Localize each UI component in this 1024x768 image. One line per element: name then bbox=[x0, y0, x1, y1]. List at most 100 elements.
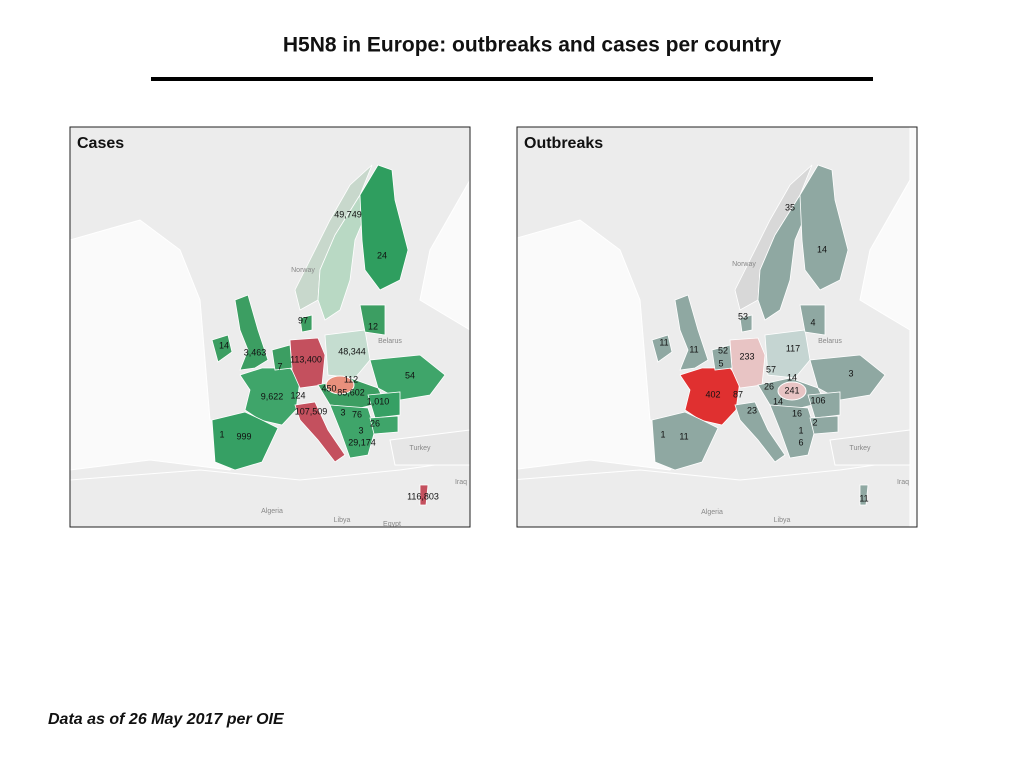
country-value: 5 bbox=[718, 358, 723, 368]
country-value: 35 bbox=[785, 202, 795, 212]
country-value: 14 bbox=[219, 340, 229, 350]
country bbox=[419, 484, 429, 506]
country-value: 124 bbox=[290, 390, 305, 400]
basemap-label: Belarus bbox=[818, 338, 842, 345]
country bbox=[807, 391, 841, 419]
map-panel: NorwayBelarusTurkeyAlgeriaLibyaIraq35145… bbox=[517, 127, 917, 527]
country bbox=[325, 375, 355, 395]
title-rule bbox=[151, 77, 873, 81]
country-value: 1 bbox=[798, 425, 803, 435]
country bbox=[294, 401, 346, 463]
country-value: 999 bbox=[236, 431, 251, 441]
country bbox=[777, 381, 807, 401]
country-value: 9,622 bbox=[261, 391, 284, 401]
country-value: 233 bbox=[739, 351, 754, 361]
country-value: 52 bbox=[718, 345, 728, 355]
country-value: 26 bbox=[370, 418, 380, 428]
map-title: Outbreaks bbox=[524, 135, 603, 152]
country-value: 14 bbox=[817, 244, 827, 254]
map-frame bbox=[516, 126, 918, 528]
country bbox=[764, 329, 811, 379]
country bbox=[211, 334, 233, 363]
country-value: 97 bbox=[298, 315, 308, 325]
country bbox=[651, 411, 719, 471]
country-value: 117 bbox=[786, 343, 800, 353]
basemap-label: Algeria bbox=[261, 508, 283, 515]
map-panel: Norway Belarus Turkey Algeria Libya Egypt Iraq… bbox=[70, 127, 470, 528]
country-value: 1 bbox=[660, 429, 665, 439]
country-value: 29,174 bbox=[348, 437, 376, 447]
country-value: 2 bbox=[812, 417, 817, 427]
country-value: 16 bbox=[792, 408, 802, 418]
country-value: 1,010 bbox=[367, 396, 390, 406]
country-value: 3 bbox=[848, 368, 853, 378]
basemap-label: Belarus bbox=[378, 338, 402, 345]
land bbox=[829, 429, 911, 466]
country bbox=[359, 164, 409, 291]
country-value: 11 bbox=[859, 493, 868, 503]
basemap-label: Norway bbox=[732, 261, 756, 268]
country bbox=[367, 391, 401, 419]
country-value: 11 bbox=[659, 337, 668, 347]
country-value: 7 bbox=[277, 361, 282, 371]
country bbox=[271, 344, 293, 371]
basemap-label: Turkey bbox=[849, 445, 871, 452]
country bbox=[299, 314, 313, 333]
country-value: 3,463 bbox=[244, 347, 267, 357]
country-value: 3 bbox=[358, 425, 363, 435]
country-value: 1 bbox=[219, 429, 224, 439]
country-value: 23 bbox=[747, 405, 757, 415]
basemap-label: Algeria bbox=[701, 509, 723, 516]
country bbox=[799, 164, 849, 291]
country-value: 113,400 bbox=[290, 354, 322, 364]
country-value: 14 bbox=[787, 372, 797, 382]
country-value: 402 bbox=[705, 389, 720, 399]
country bbox=[734, 401, 786, 463]
basemap-label: Libya bbox=[774, 517, 791, 524]
country bbox=[674, 294, 709, 371]
basemap bbox=[517, 127, 911, 527]
land bbox=[389, 429, 470, 466]
country bbox=[324, 329, 371, 379]
country-value: 11 bbox=[679, 431, 688, 441]
map-title: Cases bbox=[77, 135, 124, 152]
country-value: 24 bbox=[377, 250, 387, 260]
country-value: 107,509 bbox=[295, 406, 328, 416]
country-value: 6 bbox=[798, 437, 803, 447]
basemap-label: Norway bbox=[291, 267, 315, 274]
country-value: 14 bbox=[773, 396, 783, 406]
country-value: 48,344 bbox=[338, 346, 366, 356]
country bbox=[739, 314, 753, 333]
basemap bbox=[70, 127, 470, 527]
country-value: 11 bbox=[689, 344, 698, 354]
country-value: 106 bbox=[810, 395, 825, 405]
country-value: 49,749 bbox=[334, 209, 362, 219]
country bbox=[809, 415, 839, 435]
basemap-label: Egypt bbox=[383, 521, 401, 528]
country bbox=[711, 344, 733, 371]
basemap-label: Iraq bbox=[455, 479, 467, 486]
basemap-label: Iraq bbox=[897, 479, 909, 486]
country bbox=[359, 304, 386, 336]
country-value: 26 bbox=[764, 381, 774, 391]
country-value: 241 bbox=[784, 385, 799, 395]
country bbox=[651, 334, 673, 363]
country bbox=[769, 404, 816, 459]
country-value: 76 bbox=[352, 409, 362, 419]
basemap-label: Libya bbox=[334, 517, 351, 524]
country-value: 57 bbox=[766, 364, 776, 374]
country bbox=[211, 411, 279, 471]
country bbox=[329, 404, 376, 459]
country-value: 54 bbox=[405, 370, 415, 380]
country-value: 53 bbox=[738, 311, 748, 321]
slide-title: H5N8 in Europe: outbreaks and cases per … bbox=[283, 34, 782, 57]
country bbox=[234, 294, 269, 371]
map-frame bbox=[69, 126, 471, 528]
country-value: 116,803 bbox=[407, 491, 439, 501]
basemap-label: Turkey bbox=[409, 445, 431, 452]
country bbox=[799, 304, 826, 336]
country-value: 3 bbox=[340, 407, 345, 417]
footer-note: Data as of 26 May 2017 per OIE bbox=[48, 711, 285, 728]
